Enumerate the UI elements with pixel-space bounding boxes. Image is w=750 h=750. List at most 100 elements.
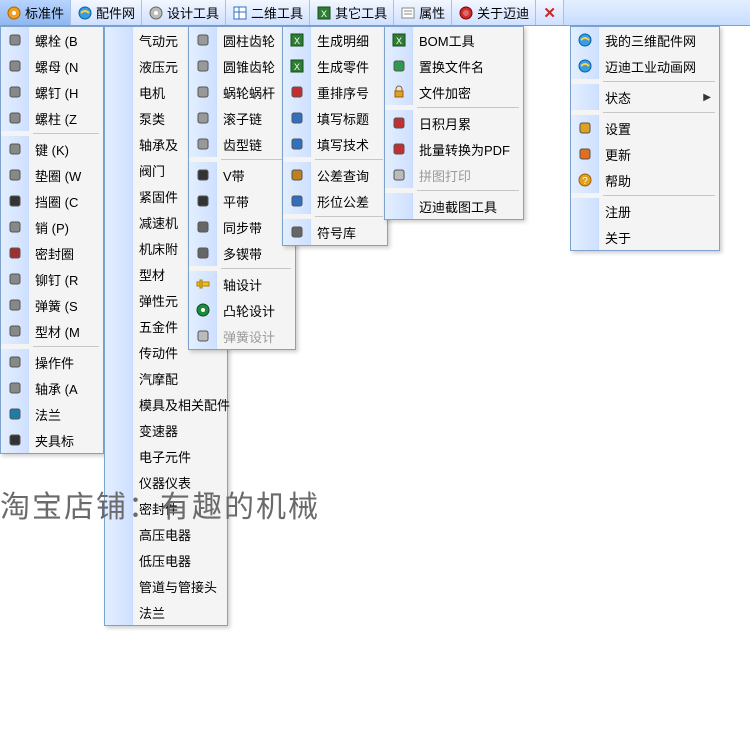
menu-item[interactable]: 轴设计: [189, 271, 295, 297]
menu-item[interactable]: 螺柱 (Z: [1, 105, 103, 131]
menu-item[interactable]: 模具及相关配件: [105, 391, 227, 417]
menu-item-label: 填写技术: [317, 135, 369, 154]
menu-item[interactable]: 平带: [189, 188, 295, 214]
menu-item-label: 五金件: [139, 317, 178, 336]
menu-item[interactable]: 蜗轮蜗杆: [189, 79, 295, 105]
menu-item[interactable]: 注册: [571, 198, 719, 224]
menu-design-tools[interactable]: 设计工具: [142, 0, 226, 25]
menu-item[interactable]: 法兰: [1, 401, 103, 427]
menu-about[interactable]: 关于迈迪: [452, 0, 536, 25]
blank-icon: [105, 105, 133, 131]
menu-item[interactable]: 我的三维配件网: [571, 27, 719, 53]
menu-item[interactable]: 更新: [571, 141, 719, 167]
menu-item[interactable]: 销 (P): [1, 214, 103, 240]
menu-item[interactable]: 键 (K): [1, 136, 103, 162]
menu-item[interactable]: 日积月累: [385, 110, 523, 136]
menu-item-label: 电机: [139, 83, 165, 102]
menu-item[interactable]: 状态▶: [571, 84, 719, 110]
menu-item[interactable]: X生成零件: [283, 53, 387, 79]
menu-item-label: 日积月累: [419, 114, 471, 133]
menu-item[interactable]: X生成明细: [283, 27, 387, 53]
menu-other-tools[interactable]: X 其它工具: [310, 0, 394, 25]
menu-item[interactable]: 关于: [571, 224, 719, 250]
blank-icon: [105, 79, 133, 105]
close-button[interactable]: ✕: [536, 0, 564, 25]
menu-item[interactable]: 批量转换为PDF: [385, 136, 523, 162]
menu-item-label: 低压电器: [139, 551, 191, 570]
menu-item[interactable]: 螺栓 (B: [1, 27, 103, 53]
menu-item[interactable]: 文件加密: [385, 79, 523, 105]
menu-item[interactable]: 填写技术: [283, 131, 387, 157]
menu-item[interactable]: 重排序号: [283, 79, 387, 105]
menu-item[interactable]: 管道与管接头: [105, 573, 227, 599]
menu-item[interactable]: 电子元件: [105, 443, 227, 469]
menu-item-label: 管道与管接头: [139, 577, 217, 596]
menu-properties[interactable]: 属性: [394, 0, 452, 25]
menu-item[interactable]: 汽摩配: [105, 365, 227, 391]
menu-item[interactable]: XBOM工具: [385, 27, 523, 53]
menu-item[interactable]: 迈迪截图工具: [385, 193, 523, 219]
menu-item[interactable]: 垫圈 (W: [1, 162, 103, 188]
menu-item-label: 液压元: [139, 57, 178, 76]
shaft-icon: [189, 271, 217, 297]
menu-item[interactable]: 圆柱齿轮: [189, 27, 295, 53]
menu-label: 配件网: [96, 3, 135, 22]
menu-item[interactable]: 型材 (M: [1, 318, 103, 344]
menu-item[interactable]: 齿型链: [189, 131, 295, 157]
menu-item[interactable]: 凸轮设计: [189, 297, 295, 323]
menu-item[interactable]: 螺母 (N: [1, 53, 103, 79]
menu-item[interactable]: 填写标题: [283, 105, 387, 131]
menu-item-label: 生成零件: [317, 57, 369, 76]
menu-item[interactable]: V带: [189, 162, 295, 188]
menu-item-label: 模具及相关配件: [139, 395, 230, 414]
blank-icon: [105, 235, 133, 261]
menu-item[interactable]: 仪器仪表: [105, 469, 227, 495]
menu-standard-parts[interactable]: 标准件: [0, 0, 71, 25]
menu-item[interactable]: 公差查询: [283, 162, 387, 188]
menu-item[interactable]: 挡圈 (C: [1, 188, 103, 214]
menu-item[interactable]: 置换文件名: [385, 53, 523, 79]
menu-item[interactable]: 设置: [571, 115, 719, 141]
menu-item[interactable]: 螺钉 (H: [1, 79, 103, 105]
menu-2d-tools[interactable]: 二维工具: [226, 0, 310, 25]
menu-item[interactable]: 夹具标: [1, 427, 103, 453]
separator: [33, 346, 99, 347]
menu-item[interactable]: 铆钉 (R: [1, 266, 103, 292]
menu-item[interactable]: ?帮助: [571, 167, 719, 193]
springd-icon: [189, 323, 217, 349]
menu-item[interactable]: 密封圈: [1, 240, 103, 266]
menu-item-label: 多锲带: [223, 244, 262, 263]
dropdown-design-tools: 圆柱齿轮圆锥齿轮蜗轮蜗杆滚子链齿型链V带平带同步带多锲带轴设计凸轮设计弹簧设计: [188, 26, 296, 350]
menu-item[interactable]: 密封件: [105, 495, 227, 521]
swap-icon: [385, 53, 413, 79]
blank-icon: [105, 313, 133, 339]
menu-item[interactable]: 操作件: [1, 349, 103, 375]
menu-item[interactable]: 轴承 (A: [1, 375, 103, 401]
menu-item-label: 帮助: [605, 171, 631, 190]
menu-item[interactable]: 同步带: [189, 214, 295, 240]
menu-item-label: 关于: [605, 228, 631, 247]
menu-item-label: 轴承 (A: [35, 379, 78, 398]
menu-item[interactable]: 低压电器: [105, 547, 227, 573]
menu-item[interactable]: 变速器: [105, 417, 227, 443]
menu-item-label: 紧固件: [139, 187, 178, 206]
blank-icon: [105, 443, 133, 469]
menu-item[interactable]: 弹簧 (S: [1, 292, 103, 318]
menu-item-label: 我的三维配件网: [605, 31, 696, 50]
separator: [603, 81, 715, 82]
menu-item-label: 符号库: [317, 223, 356, 242]
menu-item[interactable]: 多锲带: [189, 240, 295, 266]
blank-icon: [105, 599, 133, 625]
menu-item-label: 轴承及: [139, 135, 178, 154]
menu-item[interactable]: 圆锥齿轮: [189, 53, 295, 79]
menu-item[interactable]: 形位公差: [283, 188, 387, 214]
menu-item[interactable]: 符号库: [283, 219, 387, 245]
menu-item[interactable]: 高压电器: [105, 521, 227, 547]
menu-item[interactable]: 迈迪工业动画网: [571, 53, 719, 79]
globe-red-icon: [458, 5, 474, 21]
menu-item[interactable]: 滚子链: [189, 105, 295, 131]
props-icon: [400, 5, 416, 21]
menu-parts-net[interactable]: 配件网: [71, 0, 142, 25]
spring-icon: [1, 292, 29, 318]
menu-item[interactable]: 法兰: [105, 599, 227, 625]
